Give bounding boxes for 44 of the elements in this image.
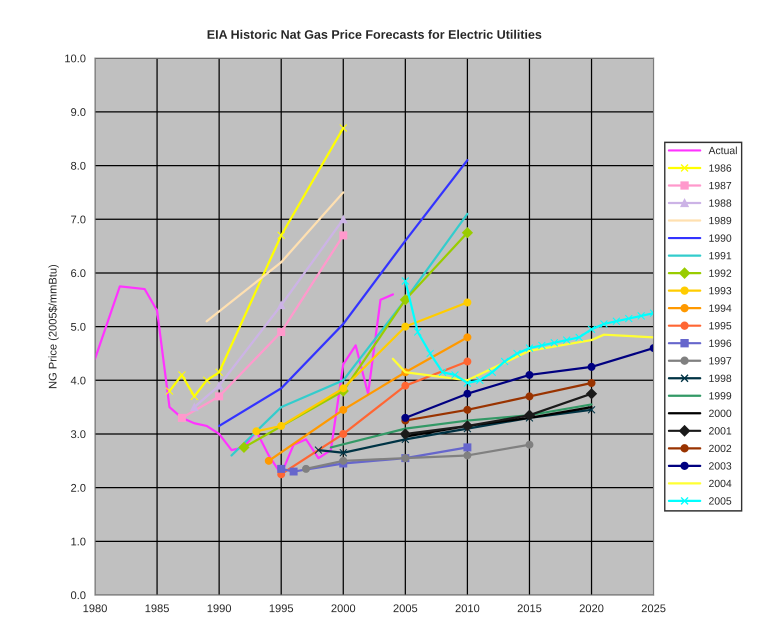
legend-label: 1999 — [709, 392, 732, 400]
x-tick-label: 2000 — [331, 604, 356, 612]
legend-label: 2000 — [709, 410, 732, 418]
legend-label: 1998 — [709, 374, 732, 382]
x-tick-label: 2020 — [580, 604, 604, 612]
y-tick-label: 6.0 — [71, 269, 86, 278]
legend-label: 1994 — [709, 304, 732, 312]
x-tick-label: 2005 — [394, 604, 418, 612]
y-tick-label: 7.0 — [71, 216, 86, 224]
legend-label: 2001 — [709, 427, 732, 435]
y-tick-label: 9.0 — [71, 108, 86, 116]
y-tick-label: 2.0 — [71, 484, 86, 492]
legend-label: 2003 — [709, 462, 732, 470]
legend-label: 1997 — [709, 357, 732, 364]
y-tick-label: 10.0 — [65, 54, 86, 62]
x-tick-label: 1990 — [208, 604, 232, 612]
y-tick-label: 4.0 — [70, 376, 86, 384]
y-axis-title: NG Price (2005$/mmBtu) — [48, 264, 59, 388]
y-tick-label: 5.0 — [70, 322, 86, 331]
legend-label: 2002 — [709, 444, 732, 452]
legend-label: 2004 — [709, 480, 732, 488]
legend-label: 1996 — [709, 340, 732, 347]
legend-label: 1995 — [709, 322, 732, 330]
legend-label: 1990 — [709, 234, 732, 242]
legend-label: Actual — [708, 146, 737, 154]
x-tick-label: 1995 — [270, 604, 294, 612]
x-tick-label: 1980 — [83, 604, 107, 612]
legend-label: 2005 — [709, 497, 732, 505]
legend-label: 1991 — [709, 252, 732, 260]
legend-label: 1993 — [709, 287, 732, 294]
x-tick-label: 1985 — [146, 604, 169, 612]
y-tick-label: 1.0 — [71, 538, 86, 546]
legend-label: 1987 — [709, 182, 732, 190]
chart-title: EIA Historic Nat Gas Price Forecasts for Electric Utilities — [208, 30, 542, 39]
y-tick-label: 3.0 — [70, 430, 86, 438]
legend-label: 1988 — [709, 199, 732, 207]
x-tick-label: 2010 — [456, 604, 480, 612]
y-tick-label: 8.0 — [71, 162, 86, 170]
legend-label: 1992 — [709, 269, 732, 277]
legend-label: 1989 — [709, 216, 732, 224]
x-tick-label: 2015 — [518, 604, 542, 612]
y-tick-label: 0.0 — [70, 591, 86, 600]
legend-label: 1986 — [709, 164, 732, 172]
x-tick-label: 2025 — [642, 604, 666, 612]
